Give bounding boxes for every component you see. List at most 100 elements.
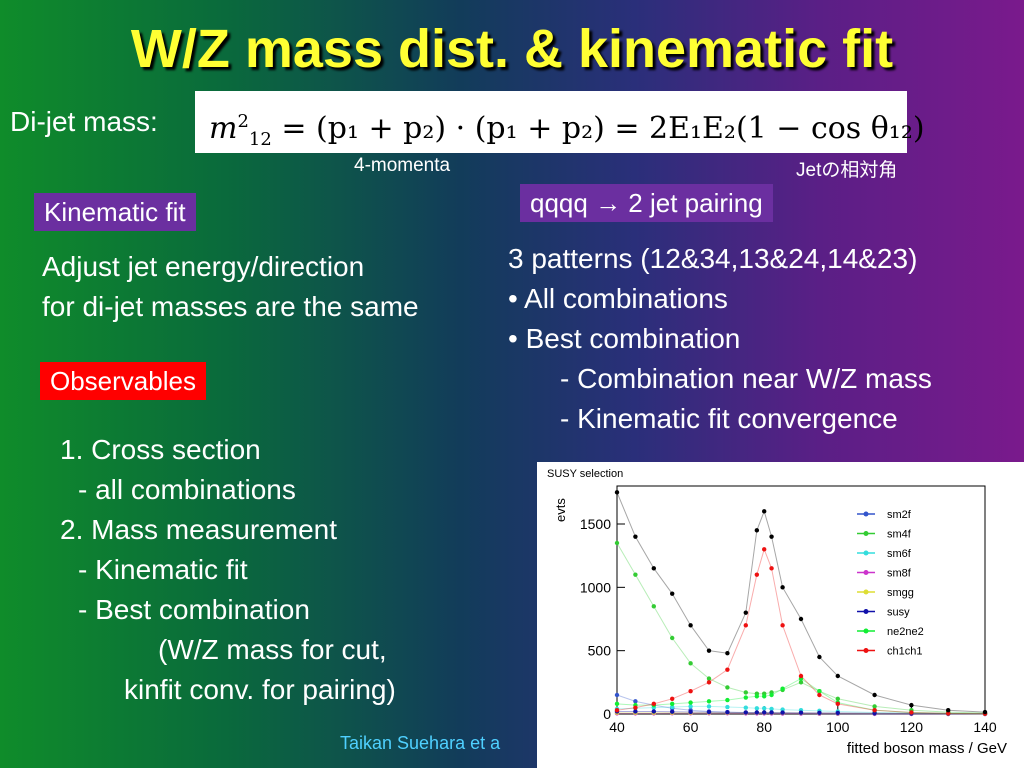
- point-sm4f: [614, 540, 620, 546]
- obs-line-1: 1. Cross section: [60, 434, 261, 465]
- point-ne2ne2: [688, 700, 693, 705]
- point-susy: [835, 710, 840, 716]
- legend-label-sm6f: sm6f: [887, 548, 912, 560]
- point-sm4f: [651, 604, 656, 609]
- point-sm4f: [743, 690, 748, 695]
- legend-marker-ne2ne2: [863, 628, 869, 634]
- legend-marker-susy: [863, 609, 869, 614]
- point-sm6f: [754, 706, 760, 711]
- point-sm2f: [633, 699, 638, 704]
- point-ne2ne2: [670, 701, 675, 707]
- point-ch1ch1: [798, 673, 804, 679]
- point-total: [633, 534, 638, 539]
- point-total: [798, 616, 804, 622]
- note-jet-angle: Jetの相対角: [796, 160, 898, 181]
- point-susy: [817, 710, 822, 716]
- series-line-sm4f: [616, 542, 986, 714]
- point-sm6f: [670, 704, 675, 710]
- point-ne2ne2: [817, 689, 822, 694]
- point-sm6f: [769, 706, 774, 712]
- point-sm6f: [780, 707, 785, 712]
- point-ch1ch1: [614, 708, 620, 713]
- point-total: [769, 534, 774, 539]
- observables-list: 1. Cross section - all combinations 2. M…: [60, 430, 396, 710]
- formula-lhs: m: [209, 111, 238, 146]
- y-tick-label: 500: [588, 643, 612, 659]
- kinfit-desc-line-2: for di-jet masses are the same: [42, 291, 419, 322]
- point-total: [743, 610, 748, 615]
- point-sm4f: [872, 704, 877, 709]
- legend-marker-sm2f: [863, 511, 869, 517]
- point-total: [835, 673, 840, 679]
- point-total: [651, 566, 656, 571]
- observables-tag: Observables: [40, 362, 206, 400]
- legend-label-ch1ch1: ch1ch1: [887, 646, 922, 658]
- point-ch1ch1: [670, 696, 675, 701]
- point-sm6f: [762, 706, 767, 711]
- point-ch1ch1: [817, 692, 822, 698]
- point-susy: [688, 709, 693, 715]
- point-susy: [769, 710, 774, 715]
- y-tick-label: 1000: [580, 579, 611, 595]
- point-ch1ch1: [769, 566, 774, 571]
- kinematic-fit-tag: Kinematic fit: [34, 193, 196, 231]
- point-sm6f: [688, 704, 693, 709]
- kinfit-desc-line-1: Adjust jet energy/direction: [42, 251, 365, 282]
- point-ch1ch1: [706, 680, 712, 685]
- point-susy: [798, 710, 804, 715]
- point-total: [762, 509, 767, 514]
- point-total: [725, 651, 730, 656]
- point-ch1ch1: [743, 623, 748, 628]
- point-susy: [725, 710, 730, 715]
- formula-lhs-sub: 12: [248, 129, 272, 150]
- dijet-mass-formula: m212 = (p₁ + p₂) · (p₁ + p₂) = 2E₁E₂(1 −…: [195, 91, 925, 153]
- point-total: [706, 648, 712, 653]
- x-axis-label: fitted boson mass / GeV: [847, 740, 1007, 757]
- point-susy: [754, 710, 760, 715]
- series-line-ch1ch1: [616, 547, 986, 715]
- point-total: [688, 623, 693, 628]
- jet-pairing-description: 3 patterns (12&34,13&24,14&23) • All com…: [508, 239, 932, 439]
- point-ne2ne2: [706, 699, 712, 704]
- point-sm4f: [725, 685, 730, 690]
- point-total: [909, 702, 914, 708]
- point-ch1ch1: [651, 701, 656, 707]
- legend-label-smgg: smgg: [887, 587, 914, 599]
- point-ne2ne2: [743, 695, 748, 700]
- point-ch1ch1: [909, 710, 914, 715]
- point-total: [872, 692, 877, 698]
- y-tick-label: 1500: [580, 516, 611, 532]
- point-total: [946, 708, 951, 713]
- obs-line-4: - Kinematic fit: [78, 554, 248, 585]
- pairing-line-3: • Best combination: [508, 323, 741, 354]
- x-tick-label: 140: [973, 719, 997, 735]
- legend-label-sm2f: sm2f: [887, 509, 912, 521]
- point-ne2ne2: [725, 697, 730, 703]
- point-ch1ch1: [725, 667, 730, 672]
- legend-label-sm8f: sm8f: [887, 568, 912, 580]
- obs-line-3: 2. Mass measurement: [60, 514, 337, 545]
- dijet-mass-label: Di-jet mass:: [10, 106, 158, 137]
- legend-label-susy: susy: [887, 607, 910, 619]
- legend-marker-smgg: [863, 589, 869, 595]
- point-sm4f: [670, 635, 675, 641]
- slide-title: W/Z mass dist. & kinematic fit: [130, 19, 894, 79]
- point-total: [754, 528, 760, 533]
- point-sm4f: [835, 696, 840, 701]
- point-ne2ne2: [762, 694, 767, 699]
- point-ch1ch1: [946, 711, 951, 716]
- legend-marker-sm6f: [863, 550, 869, 556]
- point-total: [817, 654, 822, 660]
- point-total: [982, 709, 988, 715]
- point-ne2ne2: [614, 701, 620, 707]
- point-susy: [762, 710, 767, 715]
- point-susy: [651, 709, 656, 714]
- point-sm6f: [706, 704, 712, 709]
- legend-label-ne2ne2: ne2ne2: [887, 626, 924, 638]
- legend-label-sm4f: sm4f: [887, 529, 912, 541]
- point-ne2ne2: [780, 686, 785, 691]
- point-sm4f: [706, 676, 712, 681]
- pairing-line-5: - Kinematic fit convergence: [560, 403, 898, 434]
- obs-line-5: - Best combination: [78, 594, 310, 625]
- point-total: [614, 490, 620, 495]
